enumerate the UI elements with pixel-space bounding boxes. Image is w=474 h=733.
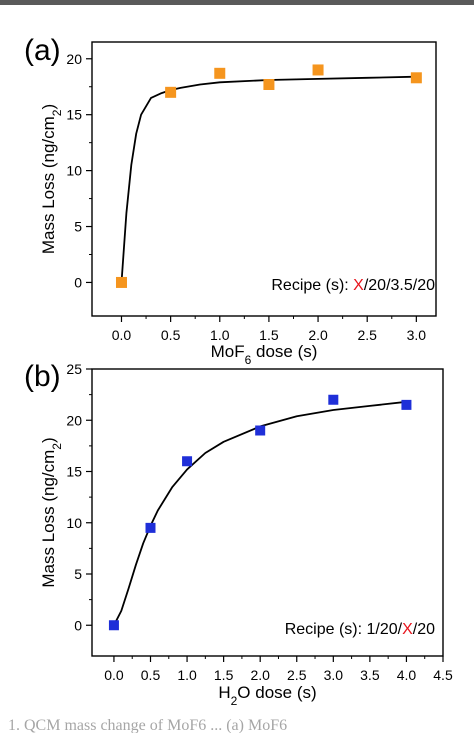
data-point <box>165 86 177 98</box>
data-point <box>214 67 226 79</box>
x-tick-label: 1.5 <box>214 667 234 683</box>
y-axis-label-part-0: Mass Loss (ng/cm <box>39 116 58 254</box>
x-tick-label: 1.0 <box>210 327 230 343</box>
data-point <box>182 456 193 467</box>
x-tick-label: 3.0 <box>407 327 427 343</box>
x-tick-label: 2.0 <box>250 667 270 683</box>
recipe-annotation-part-2: /20 <box>413 621 435 638</box>
y-tick-label: 10 <box>66 515 82 531</box>
recipe-annotation-part-1: X <box>353 277 364 294</box>
x-tick-label: 1.5 <box>259 327 279 343</box>
panel-label: (a) <box>24 34 61 67</box>
recipe-annotation-part-1: X <box>402 621 413 638</box>
y-tick-label: 0 <box>74 274 82 290</box>
data-point <box>145 522 156 533</box>
y-axis-label-part-1: 2 <box>50 443 64 450</box>
x-tick-label: 2.0 <box>308 327 328 343</box>
y-axis-label: Mass Loss (ng/cm2) <box>39 437 64 587</box>
x-axis-label: MoF6 dose (s) <box>211 342 318 367</box>
recipe-annotation-part-0: Recipe (s): 1/20/ <box>285 621 403 638</box>
data-point <box>312 64 324 76</box>
x-tick-label: 4.0 <box>397 667 417 683</box>
data-point <box>255 425 266 436</box>
panel-a: 0.0 0.5 1.0 1.5 2.0 2.5 3.0 0 5 10 15 20 (a) MoF6 dos… <box>24 34 437 367</box>
x-axis-label-part-2: dose (s) <box>251 342 317 361</box>
y-tick-label: 5 <box>74 219 82 235</box>
fit-curve <box>113 400 407 626</box>
y-tick-label: 10 <box>66 163 82 179</box>
y-tick-label: 20 <box>66 412 82 428</box>
y-axis-label-part-2: ) <box>39 104 58 110</box>
caption-fragment: 1. QCM mass change of MoF6 ... (a) MoF6 <box>8 717 288 733</box>
x-tick-label: 0.5 <box>161 327 181 343</box>
y-tick-label: 5 <box>74 566 82 582</box>
y-axis-label-part-1: 2 <box>50 109 64 116</box>
x-axis-label-part-2: O dose (s) <box>237 683 316 702</box>
x-tick-label: 1.0 <box>177 667 197 683</box>
data-point <box>115 276 127 288</box>
top-rule <box>0 0 474 5</box>
y-tick-label: 15 <box>66 107 82 123</box>
y-tick-label: 20 <box>66 51 82 67</box>
panel-label: (b) <box>24 360 61 393</box>
data-point <box>401 399 412 410</box>
caption-strip: 1. QCM mass change of MoF6 ... (a) MoF6 <box>0 713 474 733</box>
x-tick-label: 3.5 <box>360 667 380 683</box>
y-tick-label: 25 <box>66 361 82 377</box>
recipe-annotation: Recipe (s): X/20/3.5/20 <box>271 277 435 294</box>
x-axis-label-part-1: 6 <box>245 353 252 367</box>
y-axis-label-part-2: ) <box>39 437 58 443</box>
x-axis-label-part-0: H <box>218 683 230 702</box>
x-tick-label: 3.0 <box>324 667 344 683</box>
x-tick-label: 4.5 <box>433 667 453 683</box>
plot-frame <box>91 41 437 317</box>
x-axis-label-part-1: 2 <box>231 694 238 708</box>
plot-frame <box>91 368 444 657</box>
x-tick-label: 0.0 <box>112 327 132 343</box>
recipe-annotation-part-0: Recipe (s): <box>271 277 353 294</box>
y-tick-label: 0 <box>74 617 82 633</box>
x-tick-label: 0.5 <box>141 667 161 683</box>
y-axis-label-part-0: Mass Loss (ng/cm <box>39 450 58 588</box>
panel-b: 0.0 0.5 1.0 1.5 2.0 2.5 3.0 3.5 4.0 4.5 0 5 10 15 20 25… <box>24 360 453 708</box>
data-point <box>328 394 339 405</box>
x-axis-label-part-0: MoF <box>211 342 245 361</box>
fit-curve <box>120 75 417 283</box>
y-tick-label: 15 <box>66 464 82 480</box>
data-point <box>410 72 422 84</box>
recipe-annotation: Recipe (s): 1/20/X/20 <box>285 621 435 638</box>
y-axis-label: Mass Loss (ng/cm2) <box>39 104 64 254</box>
x-tick-label: 2.5 <box>287 667 307 683</box>
recipe-annotation-part-2: /20/3.5/20 <box>364 277 435 294</box>
x-axis-label: H2O dose (s) <box>218 683 316 708</box>
data-point <box>108 620 119 631</box>
data-point <box>263 78 275 90</box>
x-tick-label: 0.0 <box>104 667 124 683</box>
x-tick-label: 2.5 <box>357 327 377 343</box>
